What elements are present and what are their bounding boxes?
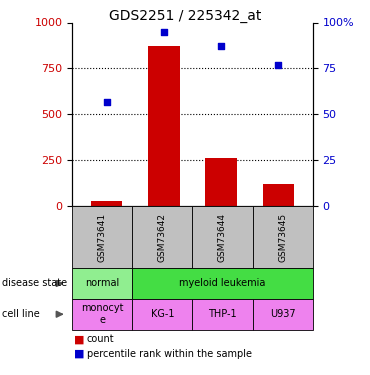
Bar <box>263 184 294 206</box>
Text: monocyt
e: monocyt e <box>81 303 124 325</box>
Text: ■: ■ <box>74 334 84 344</box>
Text: ■: ■ <box>74 349 84 358</box>
Text: GSM73645: GSM73645 <box>278 213 287 262</box>
Text: GSM73642: GSM73642 <box>158 213 167 262</box>
Bar <box>148 46 179 206</box>
Text: myeloid leukemia: myeloid leukemia <box>179 279 266 288</box>
Text: disease state: disease state <box>2 279 67 288</box>
Text: U937: U937 <box>270 309 295 319</box>
Text: KG-1: KG-1 <box>151 309 174 319</box>
Bar <box>91 201 122 206</box>
Point <box>104 99 110 105</box>
Point <box>161 29 167 35</box>
Text: count: count <box>87 334 115 344</box>
Text: THP-1: THP-1 <box>208 309 237 319</box>
Text: percentile rank within the sample: percentile rank within the sample <box>87 349 252 358</box>
Text: GSM73641: GSM73641 <box>98 213 107 262</box>
Bar <box>205 159 237 206</box>
Text: normal: normal <box>85 279 120 288</box>
Text: cell line: cell line <box>2 309 40 319</box>
Point <box>275 62 281 68</box>
Text: GDS2251 / 225342_at: GDS2251 / 225342_at <box>109 9 261 23</box>
Point <box>218 44 224 50</box>
Text: GSM73644: GSM73644 <box>218 213 227 262</box>
